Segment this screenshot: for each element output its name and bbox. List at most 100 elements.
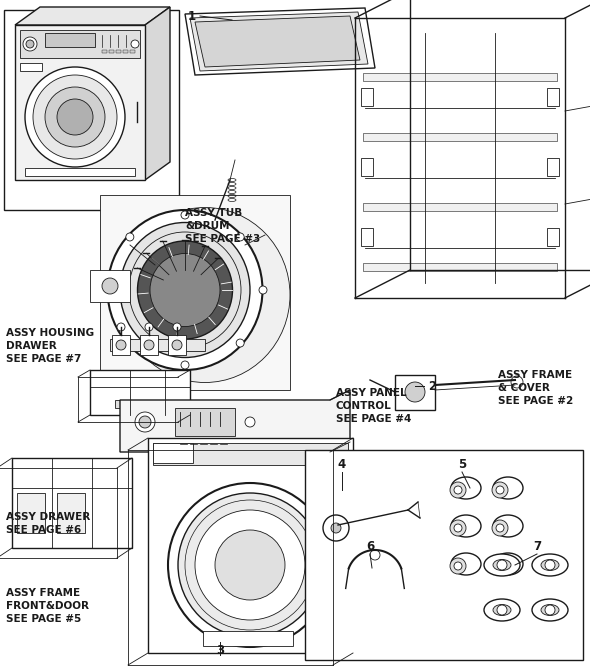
Circle shape <box>144 340 154 350</box>
Bar <box>363 203 557 211</box>
Bar <box>305 450 583 660</box>
Text: 3: 3 <box>216 644 224 656</box>
Bar <box>57 493 85 533</box>
Ellipse shape <box>451 515 481 537</box>
Circle shape <box>323 515 349 541</box>
Ellipse shape <box>137 241 232 339</box>
Circle shape <box>492 482 508 498</box>
Circle shape <box>497 605 507 615</box>
Ellipse shape <box>532 554 568 576</box>
Circle shape <box>215 530 285 600</box>
Ellipse shape <box>120 207 290 383</box>
Ellipse shape <box>484 554 520 576</box>
Circle shape <box>545 605 555 615</box>
Bar <box>12 458 132 548</box>
Circle shape <box>57 99 93 135</box>
Circle shape <box>450 482 466 498</box>
Circle shape <box>331 523 341 533</box>
Bar <box>4 10 179 210</box>
Polygon shape <box>15 7 170 25</box>
Ellipse shape <box>150 254 220 326</box>
Bar <box>361 88 373 106</box>
Bar <box>116 50 121 53</box>
Bar <box>110 339 205 351</box>
Text: ASSY HOUSING
DRAWER
SEE PAGE #7: ASSY HOUSING DRAWER SEE PAGE #7 <box>6 328 94 365</box>
Circle shape <box>126 339 134 347</box>
Ellipse shape <box>493 515 523 537</box>
Circle shape <box>139 416 151 428</box>
Bar <box>547 228 559 246</box>
Circle shape <box>496 562 504 570</box>
Bar <box>90 270 130 302</box>
Bar <box>547 88 559 106</box>
Bar <box>90 370 190 415</box>
Circle shape <box>25 67 125 167</box>
Bar <box>25 168 135 176</box>
Circle shape <box>511 376 523 388</box>
Bar <box>175 408 235 436</box>
Bar <box>363 263 557 271</box>
Polygon shape <box>185 8 375 75</box>
Bar <box>361 228 373 246</box>
Circle shape <box>259 286 267 294</box>
Ellipse shape <box>484 599 520 621</box>
Circle shape <box>145 323 153 331</box>
Circle shape <box>236 233 244 241</box>
Circle shape <box>450 558 466 574</box>
Bar <box>15 25 145 180</box>
Circle shape <box>181 211 189 219</box>
Circle shape <box>178 493 322 637</box>
Circle shape <box>45 87 105 147</box>
Circle shape <box>126 233 134 241</box>
Bar <box>17 493 45 533</box>
Bar <box>148 438 353 653</box>
Bar <box>115 400 145 408</box>
Text: 1: 1 <box>188 9 196 23</box>
Bar <box>45 33 95 47</box>
Text: 6: 6 <box>366 539 374 553</box>
Text: ASSY PANEL
CONTROL
SEE PAGE #4: ASSY PANEL CONTROL SEE PAGE #4 <box>336 388 411 424</box>
Bar <box>140 335 158 355</box>
Bar <box>20 63 42 71</box>
Bar <box>363 133 557 141</box>
Circle shape <box>173 323 181 331</box>
Circle shape <box>33 75 117 159</box>
Text: ASSY DRAWER
SEE PAGE #6: ASSY DRAWER SEE PAGE #6 <box>6 512 90 535</box>
Text: 7: 7 <box>533 539 541 553</box>
Bar <box>112 335 130 355</box>
Ellipse shape <box>451 477 481 499</box>
Circle shape <box>168 483 332 647</box>
Circle shape <box>370 550 380 560</box>
Bar <box>168 335 186 355</box>
Bar <box>130 50 135 53</box>
Circle shape <box>492 520 508 536</box>
Circle shape <box>454 486 462 494</box>
Circle shape <box>135 412 155 432</box>
Polygon shape <box>145 7 170 180</box>
Text: ASSY FRAME
& COVER
SEE PAGE #2: ASSY FRAME & COVER SEE PAGE #2 <box>498 370 573 406</box>
Polygon shape <box>195 16 360 67</box>
Ellipse shape <box>541 605 559 615</box>
Text: ASSY TUB
&DRUM
SEE PAGE #3: ASSY TUB &DRUM SEE PAGE #3 <box>185 208 260 244</box>
Ellipse shape <box>107 210 263 370</box>
Ellipse shape <box>532 599 568 621</box>
Circle shape <box>454 562 462 570</box>
Bar <box>203 631 293 646</box>
Ellipse shape <box>493 477 523 499</box>
Circle shape <box>195 510 305 620</box>
Circle shape <box>116 340 126 350</box>
Ellipse shape <box>451 553 481 575</box>
Bar <box>123 50 128 53</box>
Ellipse shape <box>493 605 511 615</box>
Ellipse shape <box>120 223 250 357</box>
Circle shape <box>117 323 125 331</box>
Bar <box>395 375 435 410</box>
Bar <box>102 50 107 53</box>
Circle shape <box>102 278 118 294</box>
Circle shape <box>545 560 555 570</box>
Circle shape <box>236 339 244 347</box>
Circle shape <box>450 520 466 536</box>
Text: 5: 5 <box>458 458 466 470</box>
Circle shape <box>245 417 255 427</box>
Polygon shape <box>120 390 350 452</box>
